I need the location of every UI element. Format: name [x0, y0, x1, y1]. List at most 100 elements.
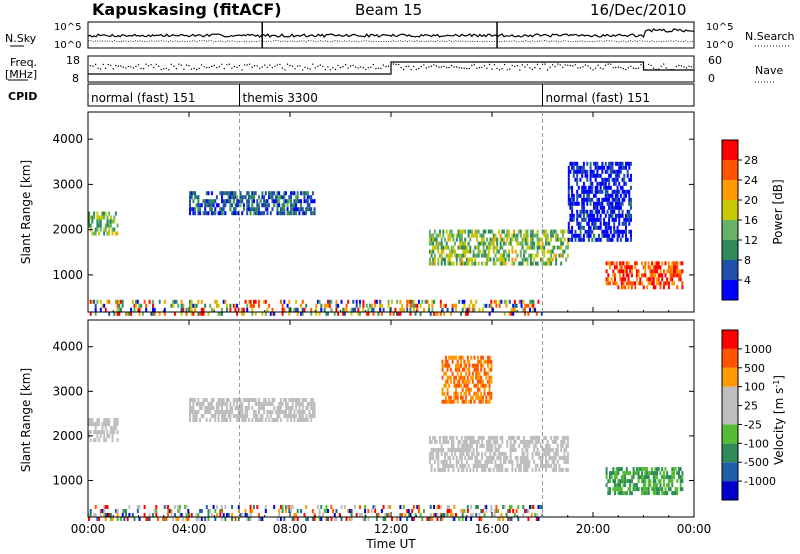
echo-cell — [596, 169, 599, 174]
echo-cell — [268, 410, 271, 414]
echo-cell — [679, 273, 682, 278]
echo-cell — [251, 307, 254, 312]
echo-cell — [313, 410, 316, 414]
echo-cell — [609, 261, 611, 266]
echo-cell — [197, 195, 200, 200]
echo-cell — [465, 451, 468, 456]
echo-cell — [496, 467, 499, 472]
echo-cell — [106, 299, 109, 304]
echo-cell — [308, 414, 311, 418]
echo-cell — [524, 257, 527, 262]
echo-cell — [457, 233, 460, 238]
echo-cell — [96, 299, 99, 304]
echo-cell — [364, 517, 367, 521]
echo-cell — [455, 513, 457, 517]
echo-cell — [651, 261, 654, 266]
echo-cell — [478, 399, 481, 404]
echo-cell — [582, 213, 585, 218]
echo-cell — [516, 459, 519, 464]
echo-cell — [630, 491, 633, 496]
echo-cell — [407, 513, 410, 517]
echo-cell — [536, 439, 539, 444]
echo-cell — [101, 211, 104, 216]
echo-cell — [285, 505, 287, 509]
echo-cell — [214, 211, 217, 216]
echo-cell — [298, 418, 301, 422]
echo-cell — [484, 451, 487, 456]
echo-cell — [471, 451, 473, 456]
echo-cell — [654, 483, 657, 488]
echo-cell — [189, 410, 191, 414]
nave-dot — [301, 69, 304, 71]
echo-cell — [630, 197, 632, 202]
echo-cell — [620, 277, 623, 282]
echo-cell — [490, 505, 493, 509]
echo-cell — [210, 199, 213, 204]
echo-cell — [155, 505, 158, 509]
echo-cell — [625, 221, 627, 226]
nave-dot — [337, 64, 339, 67]
echo-cell — [305, 406, 308, 410]
echo-cell — [614, 169, 617, 174]
echo-cell — [367, 307, 370, 312]
echo-cell — [210, 406, 213, 410]
echo-cell — [256, 211, 259, 216]
echo-cell — [244, 195, 247, 200]
echo-cell — [465, 379, 468, 384]
echo-cell — [446, 375, 449, 380]
echo-cell — [399, 307, 402, 312]
echo-cell — [599, 181, 602, 186]
echo-cell — [607, 491, 610, 496]
echo-cell — [111, 426, 114, 431]
echo-cell — [135, 303, 138, 308]
echo-cell — [352, 299, 355, 304]
echo-cell — [487, 359, 489, 364]
velocity-swatch — [722, 330, 738, 349]
echo-cell — [476, 447, 478, 452]
echo-cell — [279, 211, 282, 216]
echo-cell — [662, 285, 665, 290]
echo-cell — [593, 201, 595, 206]
echo-cell — [485, 303, 488, 308]
echo-cell — [269, 410, 272, 414]
echo-cell — [493, 299, 496, 304]
echo-cell — [492, 249, 495, 254]
echo-cell — [195, 418, 198, 422]
echo-cell — [574, 201, 577, 206]
echo-cell — [441, 399, 444, 404]
echo-cell — [283, 410, 286, 414]
echo-cell — [475, 371, 478, 376]
velocity-swatch — [722, 367, 738, 387]
echo-cell — [111, 517, 114, 521]
echo-cell — [268, 398, 271, 402]
echo-cell — [612, 273, 615, 278]
echo-cell — [258, 402, 260, 406]
echo-cell — [657, 261, 660, 266]
echo-cell — [219, 410, 222, 414]
echo-cell — [96, 418, 99, 423]
echo-cell — [521, 237, 524, 242]
echo-cell — [566, 443, 569, 448]
echo-cell — [109, 430, 112, 435]
echo-cell — [536, 237, 539, 242]
echo-cell — [204, 410, 207, 414]
echo-cell — [634, 471, 637, 476]
echo-cell — [626, 217, 629, 222]
echo-cell — [168, 509, 171, 513]
echo-cell — [627, 479, 630, 484]
echo-cell — [492, 455, 495, 460]
echo-cell — [657, 479, 660, 484]
echo-cell — [442, 435, 445, 440]
echo-cell — [579, 221, 582, 226]
nave-dot — [557, 63, 559, 65]
echo-cell — [291, 191, 294, 196]
echo-cell — [431, 307, 434, 312]
echo-cell — [596, 205, 599, 210]
nave-dot — [506, 69, 508, 71]
echo-cell — [222, 203, 225, 208]
echo-cell — [499, 443, 502, 448]
echo-cell — [205, 418, 208, 422]
echo-cell — [612, 261, 615, 266]
echo-cell — [569, 185, 572, 190]
echo-cell — [126, 517, 129, 521]
